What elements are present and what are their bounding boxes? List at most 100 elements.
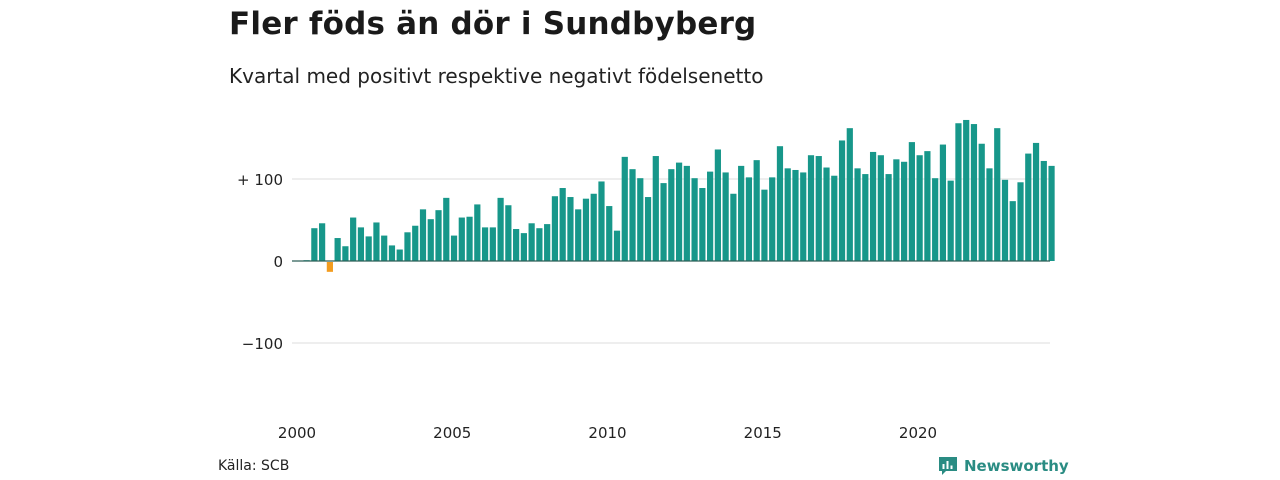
bar-quarter-72 — [862, 174, 869, 261]
bar-quarter-81 — [932, 178, 939, 261]
bar-quarter-29 — [528, 223, 535, 261]
bar-quarter-32 — [551, 196, 559, 261]
bar-quarter-61 — [776, 146, 784, 261]
bar-quarter-23 — [481, 227, 489, 261]
bar-quarter-74 — [877, 155, 884, 261]
bar-quarter-17 — [435, 210, 442, 261]
bar-quarter-87 — [978, 143, 985, 261]
bar-quarter-59 — [761, 189, 768, 261]
bar-quarter-1 — [311, 228, 318, 261]
bar-quarter-3 — [326, 262, 333, 272]
bar-quarter-56 — [738, 165, 745, 261]
brand-logo: Newsworthy — [938, 456, 1069, 476]
bar-quarter-26 — [505, 205, 512, 261]
bar-quarter-52 — [707, 171, 714, 261]
bar-quarter-4 — [334, 238, 341, 261]
bar-quarter-6 — [350, 217, 357, 261]
bar-quarter-10 — [381, 235, 388, 261]
bar-quarter-55 — [730, 193, 737, 261]
bar-quarter-75 — [885, 174, 892, 261]
bar-quarter-28 — [520, 233, 527, 261]
bar-quarter-57 — [745, 177, 753, 261]
bar-quarter-44 — [644, 197, 652, 261]
bar-quarter-5 — [342, 246, 349, 261]
bar-quarter-80 — [924, 151, 931, 261]
bar-quarter-77 — [901, 161, 908, 261]
bar-quarter-18 — [443, 197, 450, 261]
bar-quarter-88 — [986, 168, 993, 261]
x-axis-ticks: 2000 2005 2010 2015 2020 — [278, 424, 937, 442]
bar-quarter-53 — [714, 149, 721, 261]
bar-quarter-12 — [396, 249, 403, 261]
bar-quarter-41 — [621, 156, 628, 261]
bar-quarter-11 — [388, 245, 396, 261]
bar-quarter-42 — [629, 169, 636, 261]
bar-quarter-2 — [319, 223, 326, 261]
bar-quarter-38 — [598, 181, 605, 261]
y-tick-label: −100 — [242, 335, 283, 353]
bar-quarter-47 — [668, 169, 675, 261]
bar-quarter-48 — [675, 162, 683, 261]
bar-quarter-71 — [854, 168, 861, 261]
bar-quarter-19 — [450, 235, 458, 261]
bar-quarter-95 — [1040, 160, 1047, 261]
bar-quarter-15 — [419, 209, 427, 261]
bar-quarter-85 — [963, 119, 970, 262]
bar-quarter-9 — [373, 222, 380, 261]
bar-quarter-13 — [404, 232, 411, 261]
bar-quarter-70 — [846, 128, 853, 261]
bar-quarter-79 — [916, 155, 923, 261]
bar-quarter-76 — [893, 159, 900, 261]
bar-quarter-20 — [458, 217, 465, 261]
bar-quarter-7 — [357, 227, 365, 261]
bar-quarter-39 — [606, 206, 613, 261]
bar-quarter-46 — [660, 183, 667, 261]
bar-quarter-66 — [815, 156, 822, 261]
bar-quarter-8 — [365, 236, 372, 261]
x-tick-label: 2010 — [588, 424, 626, 442]
bar-quarter-62 — [784, 168, 791, 261]
chart-title: Fler föds än dör i Sundbyberg — [229, 6, 757, 42]
y-axis-ticks: + 100 0 −100 — [237, 171, 283, 353]
bar-quarter-51 — [699, 188, 706, 261]
bar-quarter-35 — [575, 209, 582, 261]
bar-quarter-96 — [1048, 165, 1055, 261]
bar-quarter-43 — [637, 178, 644, 261]
bar-quarter-67 — [823, 167, 830, 261]
bar-quarter-45 — [652, 156, 659, 261]
bar-quarter-25 — [497, 197, 504, 261]
x-tick-label: 2015 — [744, 424, 782, 442]
chart-subtitle: Kvartal med positivt respektive negativt… — [229, 64, 764, 88]
bar-quarter-82 — [939, 144, 947, 261]
bar-quarter-24 — [489, 227, 496, 261]
bar-quarter-63 — [792, 169, 799, 261]
y-tick-label: + 100 — [237, 171, 283, 189]
bar-quarter-40 — [613, 230, 621, 261]
x-tick-label: 2005 — [433, 424, 471, 442]
bar-quarter-78 — [908, 142, 915, 261]
bar-quarter-16 — [427, 219, 434, 261]
bar-quarter-58 — [753, 160, 760, 261]
bar-quarter-68 — [831, 175, 838, 261]
bar-quarter-91 — [1009, 201, 1016, 261]
bar-quarter-93 — [1025, 153, 1032, 261]
bar-quarter-90 — [1001, 179, 1009, 261]
bar-quarter-94 — [1032, 142, 1040, 261]
bar-quarter-14 — [412, 225, 419, 261]
bar-quarter-60 — [769, 177, 776, 261]
bar-quarter-30 — [536, 228, 543, 261]
bar-quarter-69 — [838, 140, 846, 261]
x-tick-label: 2020 — [899, 424, 937, 442]
bar-quarter-31 — [544, 224, 551, 261]
bar-quarter-37 — [590, 193, 597, 261]
bar-quarter-49 — [683, 165, 690, 261]
bar-quarter-65 — [807, 155, 815, 261]
source-note: Källa: SCB — [218, 458, 290, 474]
bar-quarter-84 — [955, 123, 962, 262]
bars — [292, 119, 1055, 272]
bar-quarter-64 — [800, 172, 807, 261]
bar-quarter-83 — [947, 180, 954, 261]
bar-quarter-21 — [466, 216, 473, 261]
bar-quarter-54 — [722, 172, 729, 261]
